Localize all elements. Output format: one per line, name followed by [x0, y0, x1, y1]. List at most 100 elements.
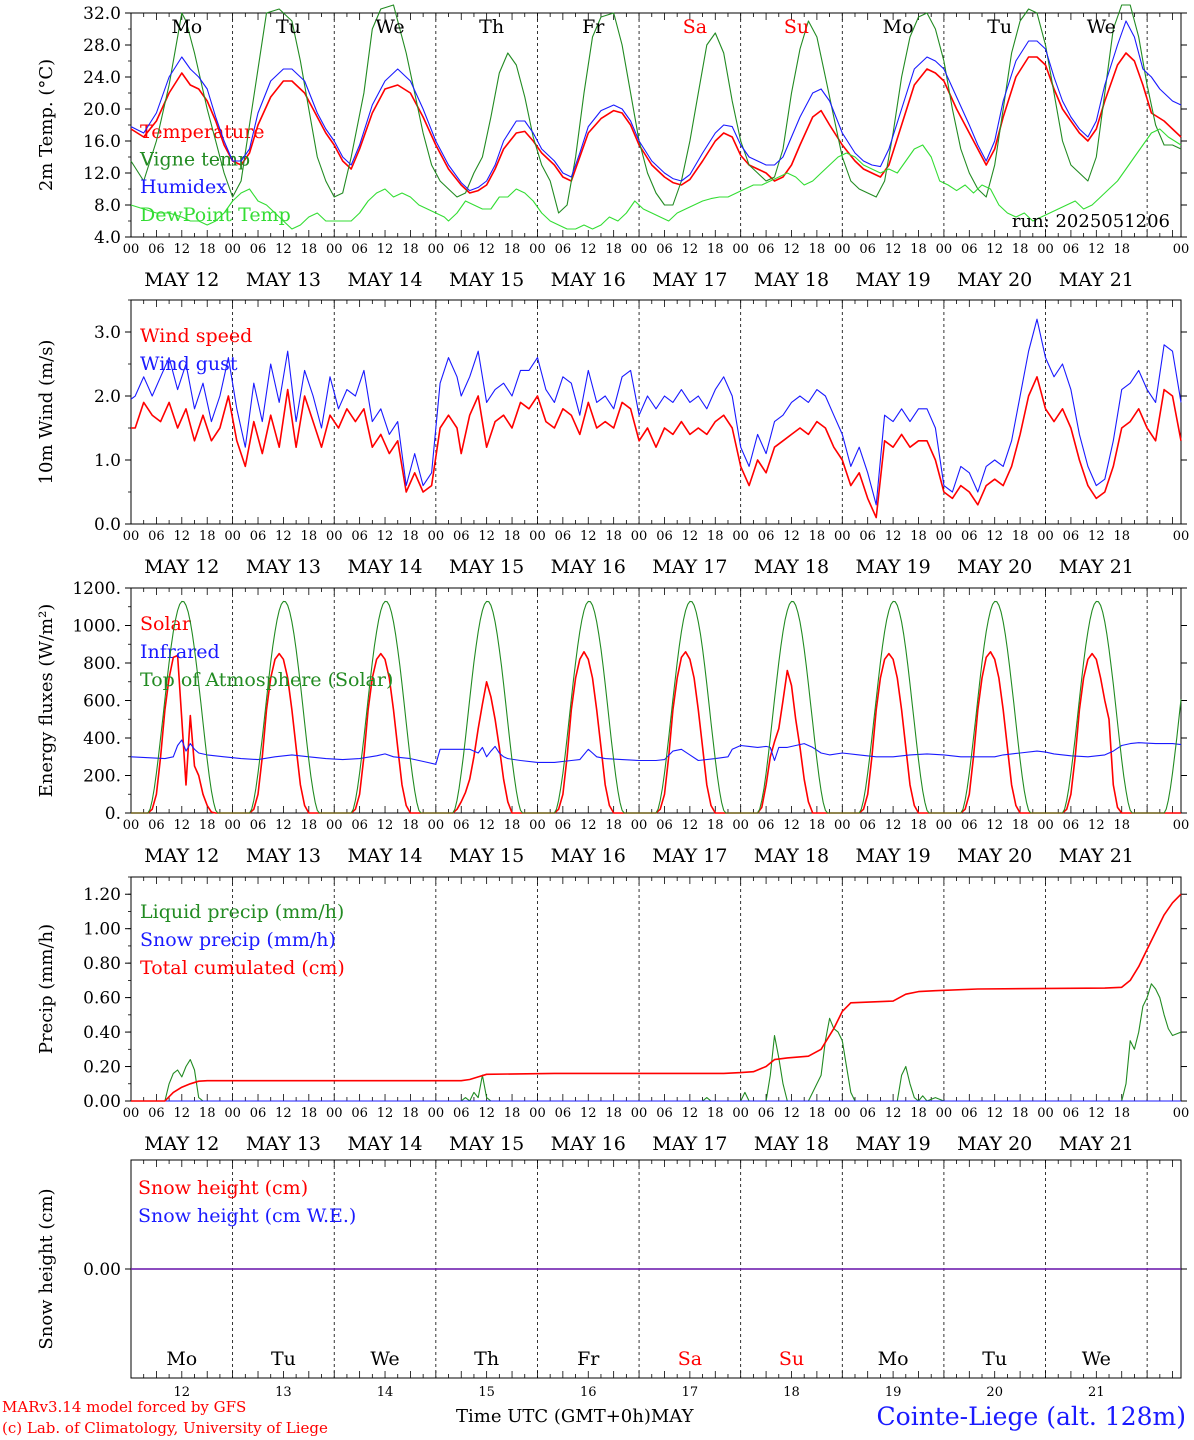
hour-tick-label: 18 [707, 242, 724, 257]
hour-tick-label: 18 [301, 529, 318, 544]
hour-tick-label: 06 [453, 1106, 470, 1121]
hour-tick-label: 00 [834, 242, 851, 257]
hour-tick-label: 00 [631, 818, 648, 833]
date-label: MAY 20 [957, 1133, 1032, 1155]
energy-legend-1: Infrared [140, 641, 220, 663]
weekday-label: Sa [678, 1348, 702, 1370]
weekday-label: Tu [271, 1348, 296, 1370]
weekday-label: Mo [166, 1348, 197, 1370]
hour-tick-label: 06 [250, 1106, 267, 1121]
date-label: MAY 20 [957, 269, 1032, 291]
date-label: MAY 19 [856, 556, 931, 578]
hour-tick-label: 00 [428, 1106, 445, 1121]
hour-tick-label: 00 [1173, 818, 1190, 833]
hour-tick-label: 12 [275, 529, 292, 544]
hour-tick-label: 06 [1063, 529, 1080, 544]
energy-series-0 [131, 651, 1181, 814]
hour-tick-label: 00 [529, 1106, 546, 1121]
hour-tick-label: 06 [148, 529, 165, 544]
hour-tick-label: 06 [351, 818, 368, 833]
hour-tick-label: 18 [504, 1106, 521, 1121]
hour-tick-label: 12 [1088, 529, 1105, 544]
weekday-label: Tu [987, 16, 1012, 38]
energy-ytick-label: 600. [83, 692, 121, 712]
hour-tick-label: 18 [1012, 818, 1029, 833]
precip-legend-0: Liquid precip (mm/h) [140, 901, 344, 923]
date-label: MAY 19 [856, 845, 931, 867]
hour-tick-label: 12 [986, 529, 1003, 544]
day-number-label: 18 [783, 1385, 800, 1400]
date-label: MAY 16 [551, 269, 626, 291]
hour-tick-label: 18 [504, 529, 521, 544]
hour-tick-label: 12 [174, 818, 191, 833]
precip-ytick-label: 0.20 [83, 1058, 121, 1078]
temp-ytick-label: 24.0 [83, 68, 121, 88]
temp-series-3 [130, 128, 1182, 230]
hour-tick-label: 00 [326, 242, 343, 257]
energy-ytick-label: 1200. [72, 579, 121, 599]
hour-tick-label: 00 [936, 1106, 953, 1121]
date-label: MAY 15 [449, 269, 524, 291]
hour-tick-label: 12 [580, 818, 597, 833]
hour-tick-label: 00 [123, 529, 140, 544]
weekday-label: Sa [683, 16, 707, 38]
temp-ytick-label: 8.0 [94, 196, 121, 216]
energy-ytick-label: 400. [83, 729, 121, 749]
hour-tick-label: 00 [1173, 242, 1190, 257]
hour-tick-label: 06 [758, 529, 775, 544]
date-label: MAY 21 [1059, 1133, 1134, 1155]
lab-credit: (c) Lab. of Climatology, University of L… [2, 1419, 328, 1437]
hour-tick-label: 06 [859, 529, 876, 544]
temp-legend-0: Temperature [140, 121, 264, 143]
hour-tick-label: 12 [1088, 242, 1105, 257]
day-number-label: 19 [885, 1385, 902, 1400]
precip-legend-1: Snow precip (mm/h) [140, 929, 336, 951]
weekday-label: Mo [171, 16, 202, 38]
hour-tick-label: 18 [809, 529, 826, 544]
date-label: MAY 20 [957, 556, 1032, 578]
hour-tick-label: 00 [529, 818, 546, 833]
hour-tick-label: 06 [555, 242, 572, 257]
hour-tick-label: 00 [631, 1106, 648, 1121]
hour-tick-label: 12 [783, 1106, 800, 1121]
date-label: MAY 15 [449, 556, 524, 578]
date-label: MAY 14 [347, 269, 422, 291]
wind-legend-1: Wind gust [140, 353, 238, 375]
hour-tick-label: 00 [224, 242, 241, 257]
temp-legend-3: DewPoint Temp [140, 204, 291, 226]
hour-tick-label: 00 [1173, 529, 1190, 544]
precip-ytick-label: 0.40 [83, 1023, 121, 1043]
hour-tick-label: 12 [783, 242, 800, 257]
hour-tick-label: 00 [936, 242, 953, 257]
weekday-label: Tu [982, 1348, 1007, 1370]
hour-tick-label: 18 [1113, 529, 1130, 544]
hour-tick-label: 06 [351, 1106, 368, 1121]
model-credit: MARv3.14 model forced by GFS [2, 1398, 247, 1416]
hour-tick-label: 18 [605, 529, 622, 544]
hour-tick-label: 12 [580, 1106, 597, 1121]
hour-tick-label: 18 [301, 242, 318, 257]
date-label: MAY 14 [347, 556, 422, 578]
precip-ytick-label: 1.20 [83, 885, 121, 905]
hour-tick-label: 06 [250, 529, 267, 544]
hour-tick-label: 06 [961, 242, 978, 257]
hour-tick-label: 18 [910, 1106, 927, 1121]
hour-tick-label: 00 [1037, 1106, 1054, 1121]
hour-tick-label: 12 [885, 242, 902, 257]
hour-tick-label: 00 [1037, 818, 1054, 833]
hour-tick-label: 06 [859, 1106, 876, 1121]
date-label: MAY 17 [652, 1133, 727, 1155]
date-label: MAY 16 [551, 556, 626, 578]
hour-tick-label: 06 [961, 529, 978, 544]
station-title: Cointe-Liege (alt. 128m) [876, 1402, 1186, 1431]
temp-series-2 [130, 20, 1182, 192]
temp-ytick-label: 20.0 [83, 100, 121, 120]
weekday-label: We [1087, 16, 1116, 38]
temp-legend-2: Humidex [140, 176, 227, 198]
x-axis-title: Time UTC (GMT+0h)MAY [456, 1406, 694, 1427]
hour-tick-label: 06 [656, 529, 673, 544]
date-label: MAY 14 [347, 1133, 422, 1155]
energy-ytick-label: 200. [83, 767, 121, 787]
hour-tick-label: 06 [758, 242, 775, 257]
